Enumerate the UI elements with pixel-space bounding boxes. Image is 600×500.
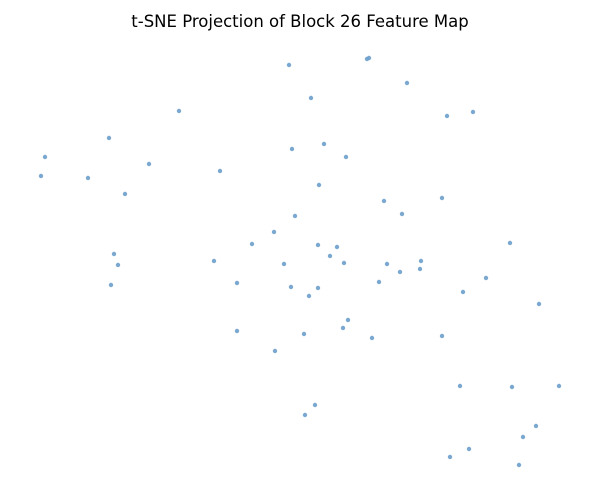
- scatter-point: [308, 95, 314, 101]
- scatter-point: [42, 154, 48, 160]
- scatter-point: [444, 113, 450, 119]
- scatter-point: [366, 55, 372, 61]
- scatter-point: [289, 146, 295, 152]
- scatter-point: [286, 62, 292, 68]
- scatter-point: [111, 251, 117, 257]
- scatter-point: [211, 258, 217, 264]
- scatter-point: [312, 402, 318, 408]
- scatter-point: [249, 241, 255, 247]
- scatter-point: [457, 383, 463, 389]
- scatter-point: [321, 141, 327, 147]
- scatter-point: [85, 175, 91, 181]
- scatter-point: [306, 293, 312, 299]
- scatter-point: [536, 301, 542, 307]
- scatter-point: [520, 434, 526, 440]
- scatter-point: [439, 195, 445, 201]
- points-layer: [38, 55, 562, 468]
- scatter-point: [327, 253, 333, 259]
- scatter-point: [533, 423, 539, 429]
- scatter-point: [115, 262, 121, 268]
- scatter-point: [483, 275, 489, 281]
- scatter-point: [341, 260, 347, 266]
- scatter-point: [399, 211, 405, 217]
- scatter-point: [507, 240, 513, 246]
- scatter-point: [217, 168, 223, 174]
- scatter-point: [292, 213, 298, 219]
- scatter-point: [288, 284, 294, 290]
- scatter-point: [369, 335, 375, 341]
- scatter-point: [470, 109, 476, 115]
- scatter-point: [315, 242, 321, 248]
- scatter-point: [334, 244, 340, 250]
- scatter-point: [417, 266, 423, 272]
- scatter-point: [397, 269, 403, 275]
- scatter-point: [516, 462, 522, 468]
- scatter-point: [447, 454, 453, 460]
- scatter-point: [122, 191, 128, 197]
- scatter-point: [234, 280, 240, 286]
- scatter-point: [556, 383, 562, 389]
- scatter-point: [272, 348, 278, 354]
- scatter-point: [340, 325, 346, 331]
- scatter-point: [384, 261, 390, 267]
- scatter-point: [404, 80, 410, 86]
- scatter-point: [176, 108, 182, 114]
- scatter-point: [466, 446, 472, 452]
- chart-title: t-SNE Projection of Block 26 Feature Map: [131, 12, 469, 31]
- scatter-point: [108, 282, 114, 288]
- scatter-point: [509, 384, 515, 390]
- scatter-point: [343, 154, 349, 160]
- scatter-point: [315, 285, 321, 291]
- scatter-point: [271, 229, 277, 235]
- scatter-point: [234, 328, 240, 334]
- scatter-point: [106, 135, 112, 141]
- scatter-point: [418, 258, 424, 264]
- scatter-point: [281, 261, 287, 267]
- scatter-point: [376, 279, 382, 285]
- scatter-point: [381, 198, 387, 204]
- scatter-point: [302, 412, 308, 418]
- scatter-point: [146, 161, 152, 167]
- scatter-point: [316, 182, 322, 188]
- scatter-point: [460, 289, 466, 295]
- scatter-point: [38, 173, 44, 179]
- scatter-point: [301, 331, 307, 337]
- scatter-point: [345, 317, 351, 323]
- scatter-point: [439, 333, 445, 339]
